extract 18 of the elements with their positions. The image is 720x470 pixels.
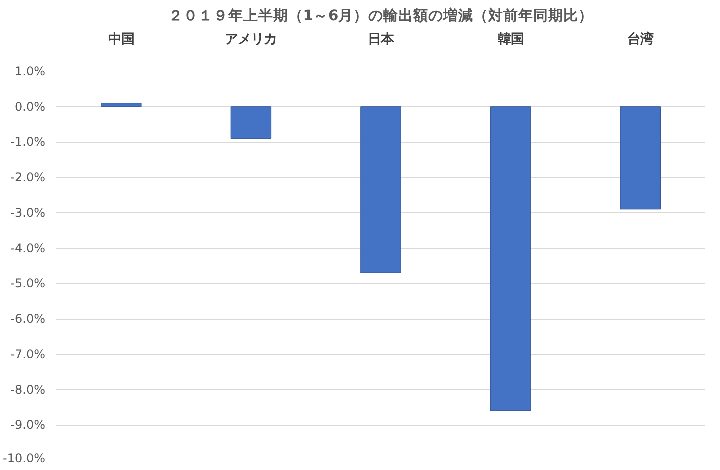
y-tick-label: 0.0% — [15, 100, 46, 114]
x-tick-label: アメリカ — [225, 32, 278, 48]
y-tick-label: -5.0% — [10, 276, 46, 291]
x-tick-label: 韓国 — [498, 32, 524, 48]
y-tick-label: -4.0% — [10, 241, 46, 256]
y-tick-label: -6.0% — [10, 312, 46, 326]
y-tick-label: -1.0% — [10, 135, 46, 150]
y-tick-label: -7.0% — [10, 347, 46, 362]
y-tick-label: -8.0% — [10, 382, 46, 397]
x-tick-label: 日本 — [368, 32, 395, 48]
y-tick-label: -10.0% — [3, 452, 46, 466]
x-tick-label: 中国 — [108, 32, 134, 48]
x-tick-label: 台湾 — [628, 32, 654, 48]
y-tick-label: -3.0% — [10, 206, 46, 220]
y-tick-label: 1.0% — [15, 64, 46, 78]
y-tick-label: -2.0% — [10, 170, 46, 185]
chart-title: ２０１９年上半期（1～6月）の輸出額の増減（対前年同期比） — [168, 6, 594, 24]
y-tick-label: -9.0% — [10, 418, 46, 432]
